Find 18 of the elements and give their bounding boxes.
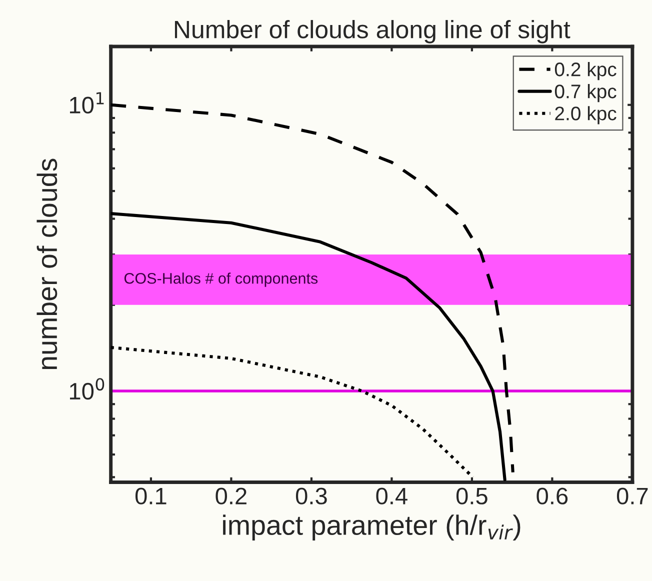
- chart-title: Number of clouds along line of sight: [174, 20, 570, 44]
- y-tick-label: 10$^{0}$: [70, 378, 104, 400]
- y-axis-title: number of clouds: [36, 158, 58, 370]
- x-tick-label: 0.6: [536, 488, 568, 504]
- x-tick-label: 0.3: [296, 488, 327, 504]
- x-tick-label: 0.4: [376, 488, 408, 504]
- band-label: COS-Halos # of components: [124, 272, 318, 287]
- x-axis-title: impact parameter (h/r$_{vir}$): [223, 514, 520, 541]
- y-tick-label: 10$^{1}$: [70, 92, 104, 114]
- legend-label: 0.2 kpc: [554, 62, 616, 80]
- x-tick-label: 0.5: [456, 488, 488, 504]
- x-tick-label: 0.2: [216, 488, 246, 504]
- legend-label: 2.0 kpc: [555, 106, 616, 124]
- line-series: [110, 103, 514, 474]
- x-tick-label: 0.7: [616, 488, 648, 504]
- line-series: [110, 212, 506, 482]
- x-tick-label: 0.1: [135, 488, 166, 504]
- legend-label: 0.7 kpc: [554, 84, 616, 102]
